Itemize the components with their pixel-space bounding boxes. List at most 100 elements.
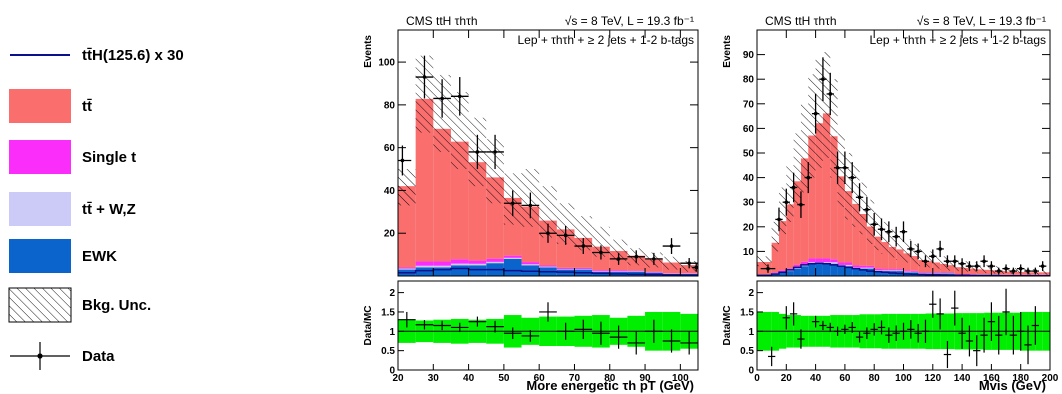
x-tick-label: 90: [639, 373, 651, 384]
singlet-bar: [888, 269, 897, 271]
ratio-point: [662, 329, 681, 353]
data-point: [936, 240, 944, 258]
unc-band: [844, 153, 853, 220]
ewk-bar: [450, 265, 469, 276]
x-tick-label: 120: [924, 373, 941, 384]
ewk-bar: [881, 271, 889, 276]
y-tick-label: 100: [378, 58, 395, 69]
data-marker: [634, 254, 639, 259]
ttbar-bar: [852, 203, 860, 266]
data-marker: [938, 247, 942, 251]
y-tick-label: 90: [743, 50, 755, 61]
data-point: [943, 255, 952, 268]
ttbar-bar: [844, 191, 853, 263]
data-point: [958, 258, 966, 270]
ratio-point: [1031, 306, 1040, 345]
x-tick-label: 140: [954, 373, 971, 384]
unc-band: [539, 186, 557, 238]
ttbar-bar: [837, 176, 845, 263]
ratio-point: [468, 316, 487, 327]
data-marker: [996, 269, 1001, 273]
ratio-point: [885, 327, 893, 343]
ttv-bar: [574, 268, 593, 270]
ttv-bar: [398, 268, 416, 270]
data-marker: [669, 244, 674, 248]
ratio-point: [826, 322, 834, 333]
unc-band: [1028, 269, 1036, 275]
data-point: [870, 213, 878, 236]
y-tick-label: 40: [743, 173, 755, 184]
legend-entry-0: tt̄H(125.6) x 30: [10, 47, 184, 64]
ratio-point: [556, 322, 575, 340]
ratio-point: [398, 311, 416, 328]
legend-label: EWK: [82, 248, 117, 265]
data-point: [789, 172, 798, 203]
data-marker: [901, 229, 906, 234]
ttbar-bar: [398, 186, 416, 268]
singlet-bar: [815, 258, 823, 263]
data-marker: [806, 175, 811, 180]
data-point: [574, 238, 593, 254]
x-tick-label: 30: [428, 373, 440, 384]
x-tick-label: 200: [1042, 373, 1059, 384]
data-marker: [599, 250, 603, 255]
ewk-bar: [800, 266, 809, 276]
ratio-point: [503, 327, 522, 340]
ratio-frame: [397, 280, 699, 371]
data-marker: [850, 175, 855, 180]
legend-entry-2: Single t: [9, 140, 136, 174]
ttbar-bar: [874, 236, 882, 269]
selection-label: Lep + τhτh + ≥ 2 jets + 1-2 b-tags: [869, 33, 1046, 47]
legend-label: tt̄ + W,Z: [82, 201, 136, 218]
ttv-bar: [450, 263, 469, 266]
unc-band: [881, 221, 889, 254]
y-axis-label: Events: [363, 35, 374, 68]
unc-band: [998, 266, 1007, 274]
data-marker: [766, 266, 770, 271]
singlet-bar: [486, 258, 504, 262]
y-tick-label: 10: [743, 247, 755, 258]
data-marker: [1011, 269, 1016, 273]
ewk-bar: [433, 267, 451, 276]
data-point: [398, 145, 412, 176]
x-axis-label: More energetic τh pT (GeV): [526, 378, 694, 393]
ratio-y-tick-label: 1: [389, 327, 395, 338]
data-point: [1039, 261, 1047, 272]
data-marker: [563, 233, 568, 238]
singlet-bar: [932, 272, 941, 274]
data-marker: [475, 150, 480, 154]
data-point: [760, 264, 776, 273]
ratio-point: [943, 340, 952, 369]
unc-band: [398, 169, 416, 206]
x-tick-label: 0: [754, 373, 760, 384]
data-point: [680, 258, 698, 269]
ewk-bar: [822, 263, 831, 276]
data-point: [841, 151, 849, 184]
ttv-bar: [539, 266, 557, 268]
ratio-y-tick-label: 0: [748, 366, 754, 377]
data-marker: [777, 217, 781, 222]
ratio-point: [539, 302, 557, 322]
data-marker: [828, 92, 833, 96]
data-point: [848, 162, 856, 194]
data-point: [692, 263, 698, 272]
ratio-point: [797, 329, 805, 349]
ratio-point: [892, 325, 900, 341]
ratio-y-tick-label: 1.5: [381, 307, 395, 318]
ratio-point: [936, 298, 944, 330]
data-point: [592, 245, 610, 260]
ewk-bar: [874, 271, 882, 276]
ttv-bar: [903, 271, 911, 273]
x-tick-label: 100: [895, 373, 912, 384]
main-plot-area: [398, 55, 698, 276]
data-point: [556, 225, 575, 245]
data-marker: [581, 244, 586, 248]
ewk-bar: [503, 258, 522, 276]
data-point: [433, 79, 451, 118]
x-tick-label: 100: [672, 373, 689, 384]
unc-band: [896, 234, 904, 261]
unc-band: [808, 74, 816, 178]
ewk-bar: [837, 266, 845, 276]
unc-band: [786, 165, 794, 222]
